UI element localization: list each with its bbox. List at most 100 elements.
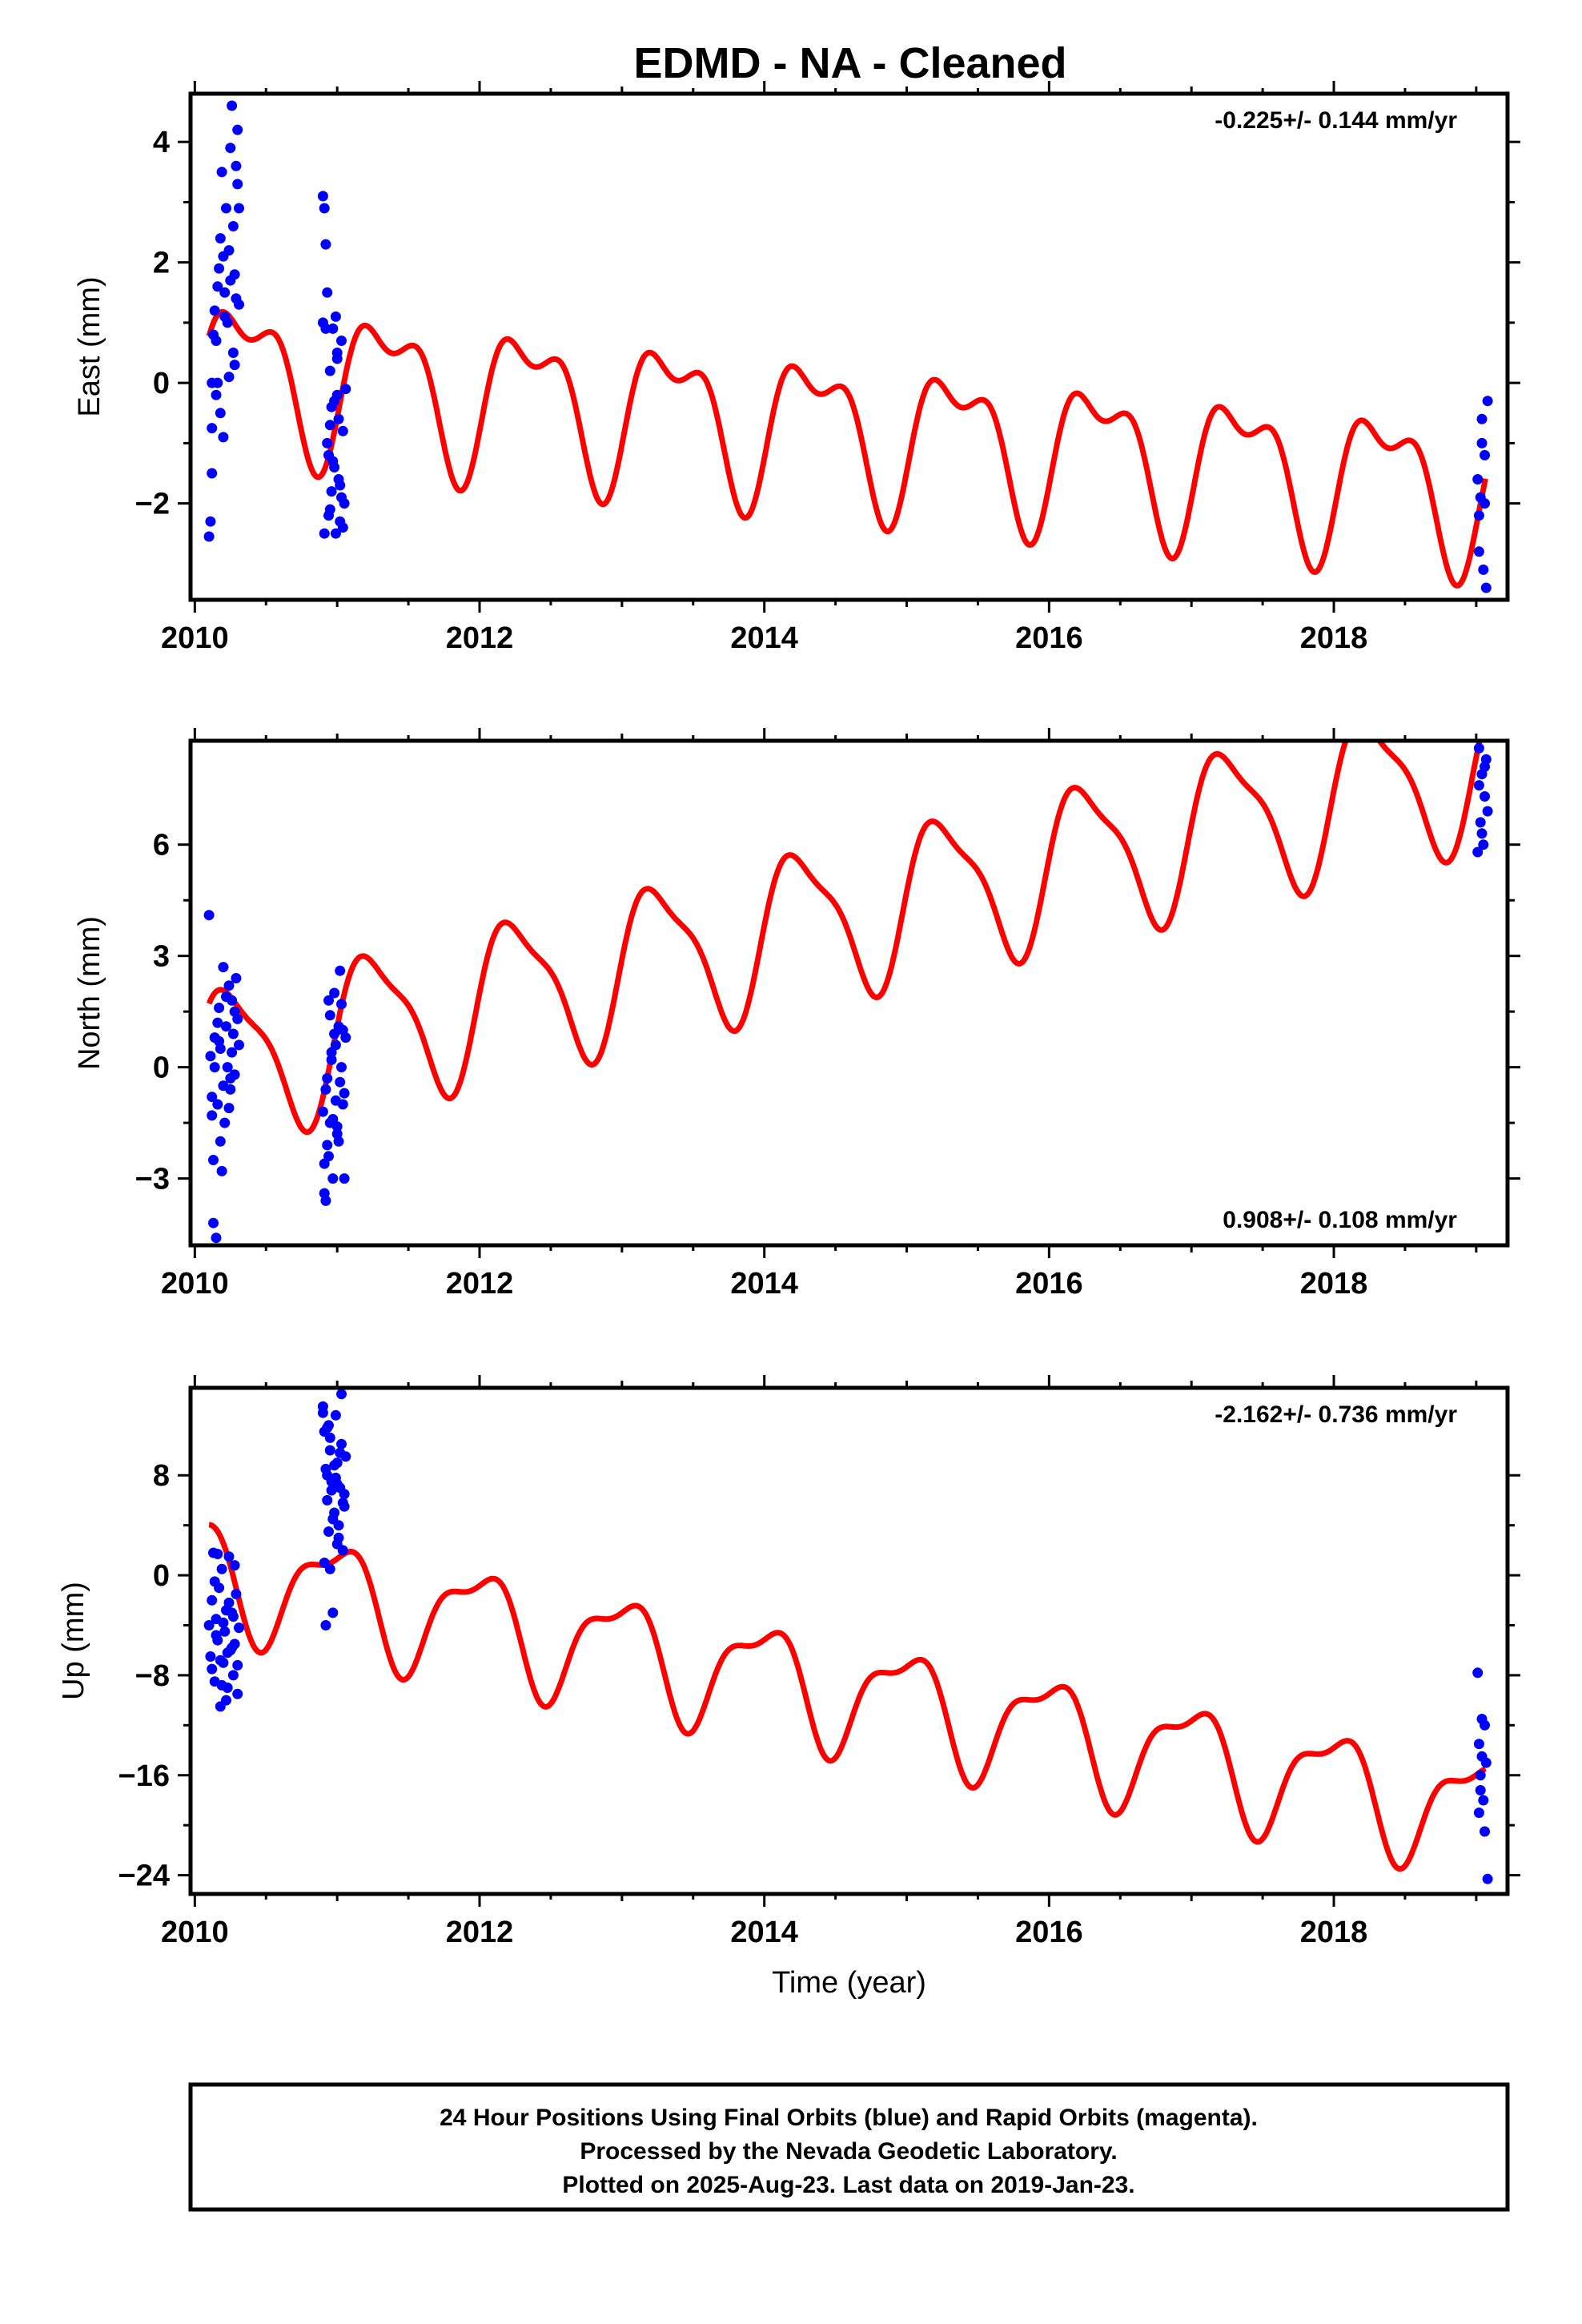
data-point [330, 1409, 341, 1421]
x-tick-label: 2012 [446, 621, 514, 655]
data-point [1473, 510, 1484, 521]
data-point [331, 1478, 343, 1490]
data-point [1482, 396, 1493, 407]
footer-line: Plotted on 2025-Aug-23. Last data on 201… [562, 2172, 1134, 2198]
x-tick-label: 2016 [1015, 1916, 1083, 1949]
data-point [215, 1136, 226, 1147]
data-point [1480, 449, 1490, 460]
x-tick-label: 2010 [161, 621, 229, 655]
x-tick-label: 2014 [730, 1916, 798, 1949]
data-point [340, 384, 351, 395]
data-point [219, 311, 231, 322]
data-point [218, 962, 229, 973]
data-point [234, 299, 244, 310]
data-point [234, 1622, 244, 1634]
y-tick-label: −16 [118, 1759, 170, 1793]
x-axis-label: Time (year) [772, 1966, 926, 2000]
data-point [222, 1647, 233, 1659]
y-axis-label: East (mm) [73, 276, 106, 416]
data-point [223, 245, 235, 256]
data-point [223, 1103, 235, 1114]
plot-frame [188, 738, 1510, 1248]
x-tick-label: 2014 [730, 1267, 798, 1301]
data-point [317, 1106, 328, 1117]
data-point [1475, 817, 1486, 828]
data-point [1480, 1826, 1490, 1837]
rate-label: -2.162+/- 0.736 mm/yr [1215, 1401, 1457, 1428]
model-curve [206, 309, 1488, 589]
data-point [339, 1088, 350, 1099]
x-tick-label: 2018 [1300, 621, 1368, 655]
x-tick-label: 2016 [1015, 1267, 1083, 1301]
data-point [331, 1121, 343, 1132]
data-point [319, 203, 330, 214]
data-point [322, 1073, 333, 1084]
x-tick-label: 2016 [1015, 621, 1083, 655]
data-point [337, 1024, 348, 1035]
data-point [216, 167, 227, 178]
data-point [324, 1445, 335, 1456]
data-point [323, 510, 334, 521]
data-point [1476, 437, 1488, 448]
footer-box: 24 Hour Positions Using Final Orbits (bl… [188, 2082, 1510, 2212]
figure-title: EDMD - NA - Cleaned [633, 39, 1066, 87]
y-tick-label: −3 [135, 1163, 170, 1196]
data-point [335, 1447, 346, 1458]
data-point [323, 1526, 334, 1537]
data-point [227, 348, 239, 358]
data-point [223, 980, 235, 991]
data-point [330, 528, 341, 539]
data-point [219, 287, 231, 298]
data-point [317, 1407, 328, 1418]
data-point [227, 1670, 239, 1681]
data-point [1476, 1751, 1488, 1762]
data-point [225, 143, 236, 154]
data-point [317, 317, 328, 328]
y-tick-label: 0 [153, 1559, 170, 1593]
data-point [327, 1607, 339, 1618]
data-point [337, 522, 348, 533]
x-tick-label: 2010 [161, 1267, 229, 1301]
data-point [324, 365, 335, 376]
data-point [1472, 846, 1484, 858]
data-point [212, 281, 223, 292]
data-point [331, 1538, 343, 1550]
data-point [221, 991, 231, 1003]
data-point [322, 1470, 333, 1481]
data-point [215, 408, 226, 419]
data-point [208, 1217, 219, 1228]
data-point [339, 1173, 350, 1184]
data-point [209, 305, 220, 316]
data-point [227, 1611, 239, 1622]
data-point [333, 1136, 344, 1147]
data-point [208, 1155, 219, 1165]
data-point [209, 1576, 220, 1587]
data-point [229, 1560, 240, 1571]
data-point [205, 1651, 216, 1662]
data-point [214, 1003, 225, 1013]
data-point [336, 1062, 347, 1073]
y-axis-label: North (mm) [73, 916, 106, 1070]
data-point [215, 1655, 226, 1666]
data-point [322, 1494, 333, 1506]
data-point [205, 1051, 216, 1062]
data-point [327, 323, 339, 334]
data-point [212, 1017, 223, 1028]
data-point [1473, 1807, 1484, 1819]
data-point [326, 401, 337, 412]
data-point [324, 1010, 335, 1021]
data-point [211, 389, 222, 400]
data-point [1480, 761, 1490, 772]
data-point [221, 1695, 231, 1706]
data-point [1475, 1785, 1486, 1795]
data-point [320, 1620, 331, 1630]
data-point [234, 203, 244, 214]
data-point [219, 1626, 231, 1637]
data-point [212, 377, 223, 388]
x-tick-label: 2010 [161, 1916, 229, 1949]
x-tick-label: 2018 [1300, 1267, 1368, 1301]
data-point [1480, 498, 1490, 509]
x-tick-label: 2012 [446, 1267, 514, 1301]
data-point [207, 1110, 218, 1121]
data-point [1480, 582, 1492, 593]
